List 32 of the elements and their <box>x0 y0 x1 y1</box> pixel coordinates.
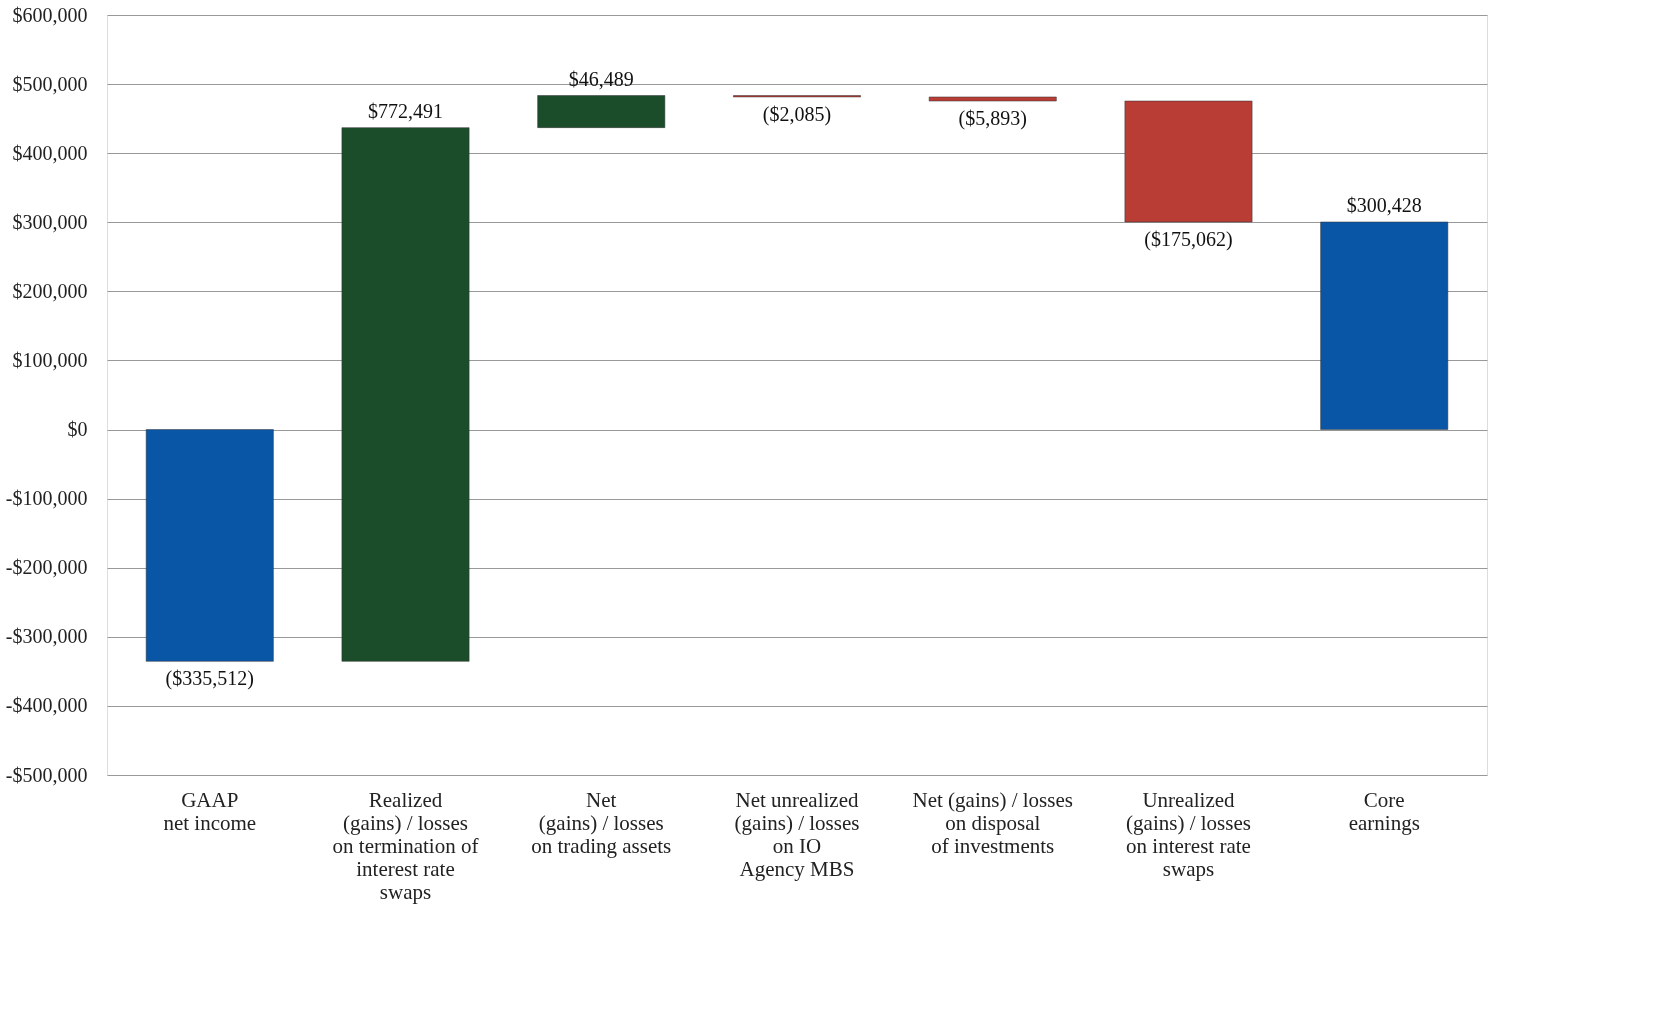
x-tick-label: Unrealized (gains) / losses on interest rate swaps <box>1126 787 1251 881</box>
y-tick-label: $500,000 <box>12 72 88 95</box>
bar <box>1320 221 1449 430</box>
y-tick-label: -$400,000 <box>5 694 88 717</box>
y-tick-label: $100,000 <box>12 348 88 371</box>
data-label: $300,428 <box>1346 193 1422 216</box>
y-tick-label: $200,000 <box>12 279 88 302</box>
data-label: ($175,062) <box>1144 227 1233 251</box>
bar <box>1124 100 1253 223</box>
x-tick-label: Core earnings <box>1348 787 1420 835</box>
y-tick-label: -$500,000 <box>5 763 88 786</box>
y-tick-label: $600,000 <box>12 3 88 26</box>
bar <box>928 96 1057 102</box>
x-tick-label: Realized (gains) / losses on termination of interest rate swaps <box>332 787 479 904</box>
x-tick-label: Net (gains) / losses on trading assets <box>531 787 672 858</box>
y-tick-label: $400,000 <box>12 141 88 164</box>
data-label: ($335,512) <box>165 667 254 691</box>
data-label: $46,489 <box>568 67 634 90</box>
bar <box>145 429 274 662</box>
y-tick-label: -$100,000 <box>5 487 88 510</box>
x-tick-label: Net (gains) / losses on disposal of investments <box>912 787 1073 858</box>
bar <box>341 127 470 662</box>
data-label: ($5,893) <box>958 107 1027 131</box>
data-label: $772,491 <box>368 99 444 122</box>
y-tick-label: -$200,000 <box>5 556 88 579</box>
y-tick-label: $300,000 <box>12 210 88 233</box>
y-tick-label: -$300,000 <box>5 625 88 648</box>
data-label: ($2,085) <box>762 102 832 126</box>
y-tick-label: $0 <box>67 418 88 441</box>
x-tick-label: Net unrealized (gains) / losses on IO Agency MBS <box>734 787 860 881</box>
x-tick-label: GAAP net income <box>163 787 257 835</box>
bar <box>537 95 666 128</box>
